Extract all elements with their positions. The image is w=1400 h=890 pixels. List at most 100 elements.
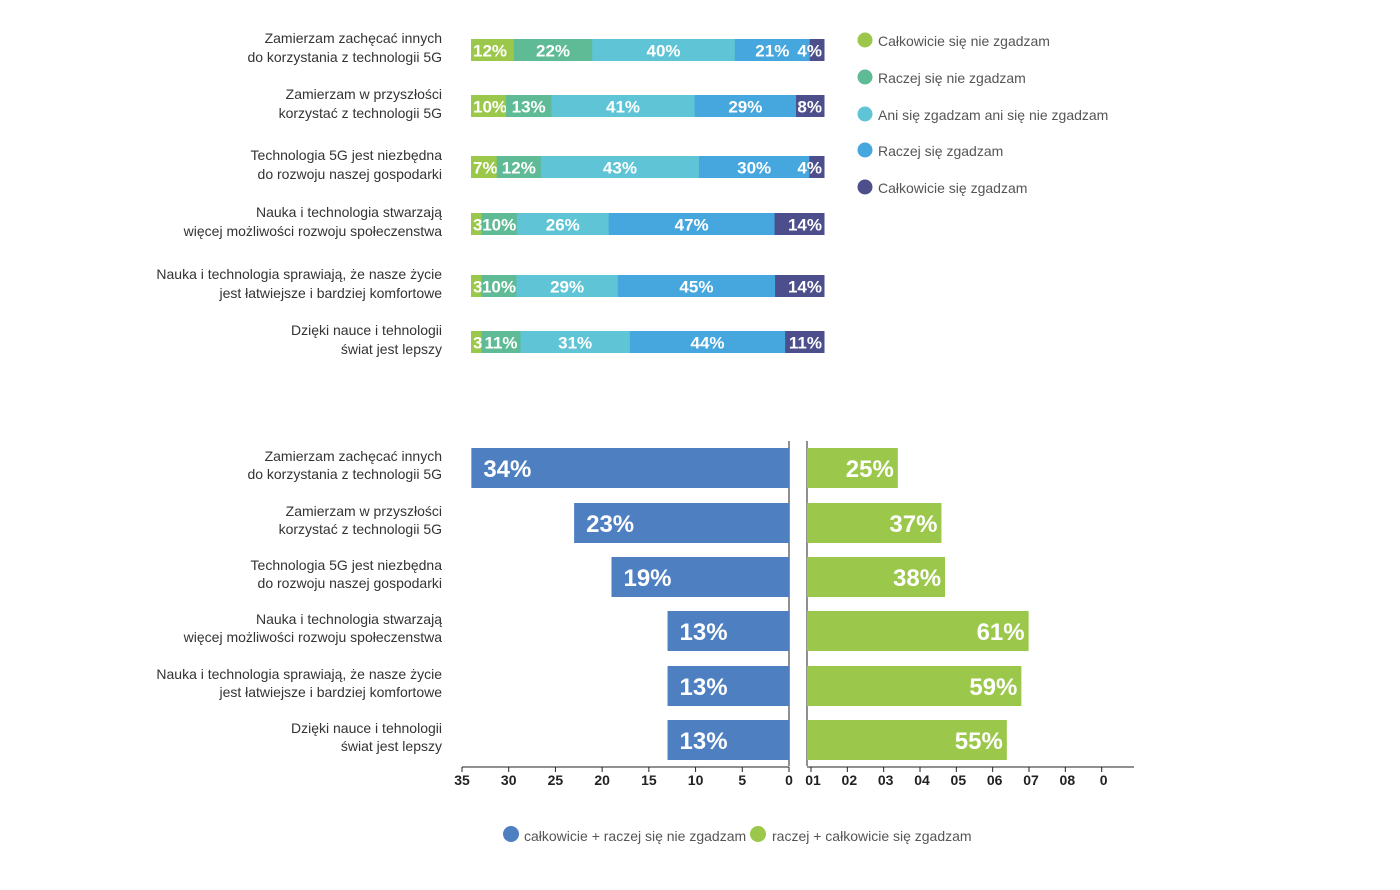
data-label: 29%: [728, 98, 762, 117]
stacked-bar-segment: [471, 95, 507, 117]
data-label: 41%: [606, 98, 640, 117]
category-label: Nauka i technologia sprawiają, że nasze …: [156, 666, 442, 700]
data-label: 59%: [969, 674, 1017, 701]
data-label: 10%: [482, 278, 516, 297]
x-tick-label: 10: [688, 772, 704, 788]
category-label: Nauka i technologia sprawiają, że nasze …: [156, 266, 442, 301]
stacked-bar-segment: [592, 39, 736, 61]
legend-marker: [857, 142, 873, 158]
category-label: Nauka i technologia stwarzają więcej możl…: [183, 204, 443, 239]
stacked-bar-segment: [471, 331, 483, 353]
x-tick-label: 0: [1100, 772, 1108, 788]
disagree-bar: [574, 503, 789, 543]
data-label: 47%: [675, 216, 709, 235]
data-label: 13%: [680, 619, 728, 646]
stacked-bar-segment: [785, 331, 825, 353]
stacked-bar-segment: [796, 95, 825, 117]
stacked-bar-segment: [471, 275, 482, 297]
legend-label: Ani się zgadzam ani się nie zgadzam: [878, 107, 1108, 123]
data-label: 26%: [546, 216, 580, 235]
stacked-bar-segment: [471, 213, 483, 235]
data-label: 11%: [484, 334, 517, 353]
x-tick-label: 06: [987, 772, 1003, 788]
legend-marker: [503, 826, 519, 842]
legend-label: Całkowicie się nie zgadzam: [878, 33, 1050, 49]
data-label: 14%: [788, 216, 822, 235]
data-label: 29%: [550, 278, 584, 297]
data-label: 13%: [680, 728, 728, 755]
x-tick-label: 03: [878, 772, 894, 788]
stacked-bar-segment: [471, 156, 498, 178]
data-label: 8%: [797, 98, 822, 117]
legend-marker: [857, 69, 873, 85]
stacked-bar-segment: [505, 95, 552, 117]
stacked-bar-segment: [471, 39, 515, 61]
data-label: 22%: [536, 42, 570, 61]
data-label: 13%: [512, 98, 546, 117]
data-label: 30%: [737, 159, 771, 178]
data-label: 12%: [502, 159, 536, 178]
category-label: Zamierzam zachęcać innych do korzystania …: [247, 30, 442, 65]
data-label: 14%: [788, 278, 822, 297]
data-label: 11%: [789, 334, 822, 353]
agree-bar: [807, 720, 1007, 760]
data-label: 55%: [955, 728, 1003, 755]
stacked-bar-segment: [617, 275, 776, 297]
stacked-bar-segment: [513, 39, 593, 61]
category-label: Dzięki nauce i tehnologii świat jest leps…: [291, 720, 442, 754]
data-label: 45%: [679, 278, 713, 297]
data-label: 4%: [797, 159, 822, 178]
stacked-bar-segment: [774, 213, 825, 235]
stacked-bar-segment: [608, 213, 776, 235]
legend-label: Raczej się nie zgadzam: [878, 70, 1026, 86]
stacked-bar-segment: [520, 331, 631, 353]
agree-bar: [807, 611, 1029, 651]
stacked-bar-segment: [481, 275, 517, 297]
stacked-bar-segment: [481, 331, 521, 353]
disagree-bar: [667, 666, 789, 706]
x-tick-label: 30: [501, 772, 517, 788]
x-tick-label: 15: [641, 772, 657, 788]
stacked-bar-segment: [734, 39, 811, 61]
stacked-bar-segment: [516, 275, 619, 297]
data-label: 40%: [647, 42, 681, 61]
data-label: 19%: [623, 565, 671, 592]
x-tick-label: 0: [785, 772, 793, 788]
category-label: Zamierzam zachęcać innych do korzystania …: [247, 448, 442, 482]
legend-marker: [750, 826, 766, 842]
x-tick-label: 02: [842, 772, 858, 788]
data-label: 7%: [473, 159, 498, 178]
data-label: 34%: [483, 456, 531, 483]
agree-bar: [807, 666, 1022, 706]
stacked-bar-segment: [698, 156, 810, 178]
disagree-bar: [471, 448, 789, 488]
disagree-bar: [667, 720, 789, 760]
x-tick-label: 25: [548, 772, 564, 788]
legend-marker: [857, 179, 873, 195]
stacked-bar-segment: [694, 95, 797, 117]
stacked-bar-segment: [496, 156, 542, 178]
x-tick-label: 20: [594, 772, 610, 788]
legend-label: Całkowicie się zgadzam: [878, 180, 1027, 196]
data-label: 25%: [846, 456, 894, 483]
data-label: 4%: [797, 42, 822, 61]
data-label: 10%: [482, 216, 516, 235]
legend-marker: [857, 106, 873, 122]
legend-label: raczej + całkowicie się zgadzam: [772, 828, 972, 844]
legend-label: Raczej się zgadzam: [878, 143, 1003, 159]
data-label: 23%: [586, 511, 634, 538]
stacked-bar-segment: [481, 213, 518, 235]
data-label: 38%: [893, 565, 941, 592]
category-label: Nauka i technologia stwarzają więcej możl…: [183, 611, 443, 645]
agree-bar: [807, 557, 946, 597]
stacked-bar-segment: [551, 95, 696, 117]
stacked-bar-segment: [775, 275, 825, 297]
disagree-bar: [611, 557, 789, 597]
category-label: Zamierzam w przyszłości korzystać z techn…: [279, 503, 442, 537]
data-label: 61%: [977, 619, 1025, 646]
x-tick-label: 07: [1023, 772, 1039, 788]
x-tick-label: 5: [738, 772, 746, 788]
data-label: 21%: [755, 42, 789, 61]
